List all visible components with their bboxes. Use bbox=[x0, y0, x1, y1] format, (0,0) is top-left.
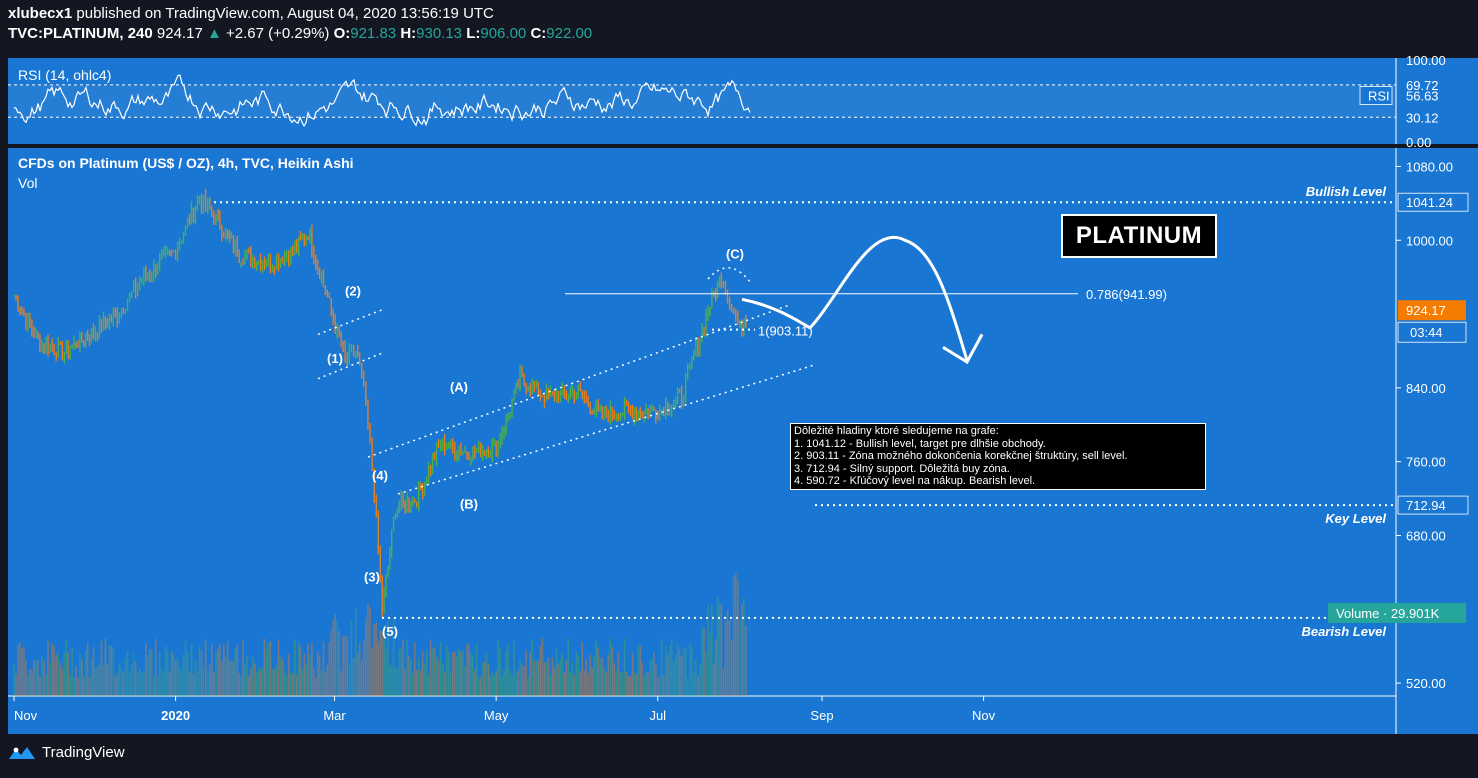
x-tick-label: May bbox=[484, 708, 509, 723]
ohlc-line: TVC:PLATINUM, 240 924.17 ▲ +2.67 (+0.29%… bbox=[8, 24, 592, 44]
key-level-label: Key Level bbox=[1325, 511, 1386, 526]
rsi-title: RSI (14, ohlc4) bbox=[18, 67, 111, 83]
publisher-name[interactable]: xlubecx1 bbox=[8, 5, 73, 22]
info-line: 3. 712.94 - Silný support. Dôležitá buy … bbox=[794, 462, 1010, 475]
wave-label: (1) bbox=[327, 351, 343, 366]
rsi-tick-label: 69.72 bbox=[1406, 78, 1439, 93]
low-value: 906.00 bbox=[480, 25, 527, 42]
rsi-tick-label: 30.12 bbox=[1406, 110, 1439, 125]
y-tick-label: 680.00 bbox=[1406, 528, 1446, 543]
fib-0786-label: 0.786(941.99) bbox=[1086, 287, 1167, 302]
wave-label: (4) bbox=[372, 468, 388, 483]
info-line: 1. 1041.12 - Bullish level, target pre d… bbox=[794, 437, 1046, 450]
level-tag bbox=[1397, 495, 1469, 515]
tradingview-logo-icon[interactable] bbox=[8, 745, 36, 761]
info-line: 4. 590.72 - Kľúčový level na nákup. Bear… bbox=[794, 475, 1036, 488]
level-tag bbox=[1397, 192, 1469, 212]
rsi-line bbox=[13, 74, 751, 127]
y-tick-label: 760.00 bbox=[1406, 455, 1446, 470]
x-tick-label: Nov bbox=[14, 708, 38, 723]
wave-label: (B) bbox=[460, 497, 478, 512]
rsi-tag bbox=[1359, 86, 1393, 105]
bearish-level-label: Bearish Level bbox=[1301, 624, 1386, 639]
rsi-pane[interactable] bbox=[8, 58, 1396, 144]
wave-c-arc bbox=[707, 267, 753, 285]
rsi-tag-text: RSI bbox=[1368, 89, 1390, 104]
y-tick-label: 840.00 bbox=[1406, 381, 1446, 396]
y-tick-label: 1080.00 bbox=[1406, 159, 1453, 174]
wave-label: (A) bbox=[450, 380, 468, 395]
close-label: C: bbox=[530, 25, 547, 42]
x-tick-label: Mar bbox=[323, 708, 346, 723]
publish-line: xlubecx1 published on TradingView.com, A… bbox=[8, 4, 592, 24]
x-tick-label: 2020 bbox=[161, 708, 190, 723]
price-change: +2.67 (+0.29%) bbox=[226, 25, 330, 42]
countdown-text: 03:44 bbox=[1410, 325, 1443, 340]
platinum-logo: PLATINUM bbox=[1061, 214, 1217, 258]
x-tick-label: Jul bbox=[649, 708, 666, 723]
rsi-band bbox=[8, 84, 1396, 118]
bullish-level-label: Bullish Level bbox=[1306, 184, 1387, 199]
countdown-tag bbox=[1397, 321, 1467, 343]
y-tick-label: 520.00 bbox=[1406, 676, 1446, 691]
info-line: Dôležité hladiny ktoré sledujeme na graf… bbox=[794, 425, 999, 437]
info-box: Dôležité hladiny ktoré sledujeme na graf… bbox=[790, 423, 1206, 490]
published-text: published on TradingView.com, August 04,… bbox=[76, 5, 494, 22]
volume-tag bbox=[1328, 602, 1466, 623]
time-axis[interactable] bbox=[8, 696, 1396, 734]
rsi-tick-label: 100.00 bbox=[1406, 53, 1446, 68]
wave-label: (2) bbox=[345, 284, 361, 299]
rsi-tick-label: 0.00 bbox=[1406, 135, 1431, 150]
fib-1-label: 1(903.11) bbox=[758, 324, 813, 339]
price-tag bbox=[1398, 300, 1466, 321]
last-price: 924.17 bbox=[156, 25, 203, 42]
chart-header: xlubecx1 published on TradingView.com, A… bbox=[8, 4, 592, 44]
wave-label: (3) bbox=[364, 570, 380, 585]
chart-area[interactable]: Bullish Level Key Level Bearish Level 0.786… bbox=[0, 50, 1478, 734]
level-tag-text: 1041.24 bbox=[1406, 195, 1453, 210]
high-value: 930.13 bbox=[416, 25, 463, 42]
wave-label: (5) bbox=[382, 624, 398, 639]
open-label: O: bbox=[333, 25, 351, 42]
projection-path bbox=[741, 236, 969, 361]
close-value: 922.00 bbox=[546, 25, 593, 42]
high-label: H: bbox=[400, 25, 417, 42]
abc-channel-lower bbox=[397, 364, 816, 495]
volume-tag-text: Volume · 29.901K bbox=[1336, 606, 1440, 621]
y-tick-label: 1000.00 bbox=[1406, 233, 1453, 248]
info-line: 2. 903.11 - Zóna možného dokončenia kore… bbox=[794, 450, 1128, 463]
low-label: L: bbox=[466, 25, 481, 42]
level-tag-text: 712.94 bbox=[1406, 498, 1446, 513]
change-arrow-icon: ▲ bbox=[206, 25, 222, 42]
wave-label: (C) bbox=[726, 247, 744, 262]
open-value: 921.83 bbox=[350, 25, 397, 42]
footer: TradingView bbox=[8, 744, 125, 761]
symbol-label: TVC:PLATINUM, 240 bbox=[8, 25, 153, 42]
abc-channel-upper bbox=[367, 304, 791, 458]
main-title: CFDs on Platinum (US$ / OZ), 4h, TVC, He… bbox=[18, 155, 354, 171]
projection-arrow-icon bbox=[942, 333, 984, 365]
x-tick-label: Nov bbox=[972, 708, 996, 723]
brand-label[interactable]: TradingView bbox=[42, 744, 125, 761]
price-tag-text: 924.17 bbox=[1406, 303, 1446, 318]
x-tick-label: Sep bbox=[810, 708, 833, 723]
rsi-tick-label: 56.63 bbox=[1406, 89, 1439, 104]
volume-subtitle: Vol bbox=[18, 175, 37, 191]
